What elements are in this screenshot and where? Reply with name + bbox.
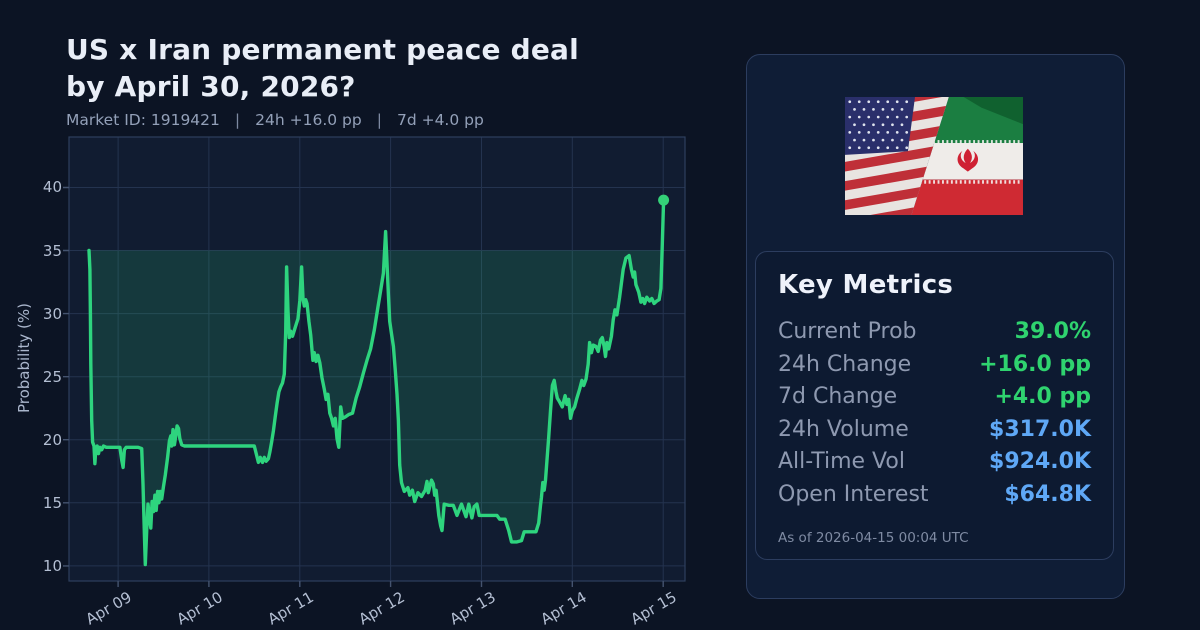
- y-tick-label: 30: [42, 304, 62, 323]
- x-tick-label: Apr 10: [173, 588, 226, 629]
- change-24h-text: 24h +16.0 pp: [255, 111, 362, 129]
- y-tick-label: 10: [42, 556, 62, 575]
- key-metrics-card: Key Metrics Current Prob 39.0% 24h Change +…: [755, 251, 1114, 560]
- metric-value: +4.0 pp: [994, 384, 1091, 409]
- metric-row: Open Interest $64.8K: [778, 479, 1091, 512]
- metric-label: All-Time Vol: [778, 449, 905, 474]
- y-axis-title: Probability (%): [15, 302, 33, 414]
- axis-tick-marks: [63, 186, 664, 587]
- metric-rows: Current Prob 39.0% 24h Change +16.0 pp 7d Ch…: [778, 316, 1091, 511]
- x-tick-label: Apr 13: [446, 588, 499, 629]
- metric-row: 24h Volume $317.0K: [778, 414, 1091, 447]
- metric-value: 39.0%: [1014, 319, 1091, 344]
- metric-label: 24h Volume: [778, 416, 909, 442]
- metric-value: $317.0K: [989, 416, 1091, 442]
- key-metrics-title: Key Metrics: [778, 270, 954, 300]
- y-tick-label: 20: [42, 430, 62, 449]
- metric-value: $924.0K: [989, 449, 1091, 474]
- x-tick-label: Apr 11: [264, 588, 317, 629]
- x-tick-label: Apr 14: [537, 588, 590, 629]
- subtitle-separator: |: [234, 111, 241, 129]
- metric-row: 7d Change +4.0 pp: [778, 381, 1091, 414]
- us-canton-stars: [848, 100, 909, 150]
- chart-gridlines: [69, 137, 685, 581]
- market-subtitle: Market ID: 1919421 | 24h +16.0 pp | 7d +4.0 …: [66, 111, 484, 129]
- x-tick-label: Apr 15: [628, 588, 681, 629]
- y-tick-label: 40: [42, 178, 62, 197]
- probability-chart: [63, 136, 686, 587]
- metric-row: Current Prob 39.0%: [778, 316, 1091, 349]
- latest-point-marker: [658, 194, 670, 206]
- us-canton: [845, 97, 916, 155]
- us-iran-flags-image: [845, 97, 1023, 215]
- page-title-line2: by April 30, 2026?: [66, 70, 356, 103]
- metric-row: All-Time Vol $924.0K: [778, 446, 1091, 479]
- probability-line: [87, 198, 666, 567]
- x-tick-label: Apr 09: [82, 588, 136, 629]
- iran-script-band: [919, 140, 1020, 184]
- metric-label: Current Prob: [778, 319, 917, 344]
- metric-label: 7d Change: [778, 384, 898, 409]
- metric-row: 24h Change +16.0 pp: [778, 349, 1091, 382]
- probability-area-fill: [89, 200, 664, 565]
- subtitle-separator: |: [376, 111, 382, 129]
- y-tick-label: 35: [42, 241, 62, 260]
- x-tick-label: Apr 12: [355, 588, 408, 629]
- metric-label: 24h Change: [778, 351, 912, 377]
- y-tick-label: 25: [42, 367, 62, 386]
- change-7d-text: 7d +4.0 pp: [396, 111, 484, 129]
- page-title: US x Iran permanent peace deal by April …: [66, 31, 686, 105]
- page-title-line1: US x Iran permanent peace deal: [66, 33, 579, 66]
- plot-background: [69, 137, 685, 581]
- metric-value: $64.8K: [1004, 481, 1091, 507]
- metric-label: Open Interest: [778, 481, 929, 507]
- metric-value: +16.0 pp: [979, 351, 1091, 377]
- iran-emblem-icon: [957, 148, 979, 172]
- market-id: Market ID: 1919421: [66, 111, 220, 129]
- plot-border: [68, 136, 686, 582]
- as-of-timestamp: As of 2026-04-15 00:04 UTC: [778, 530, 969, 546]
- y-tick-label: 15: [42, 493, 62, 512]
